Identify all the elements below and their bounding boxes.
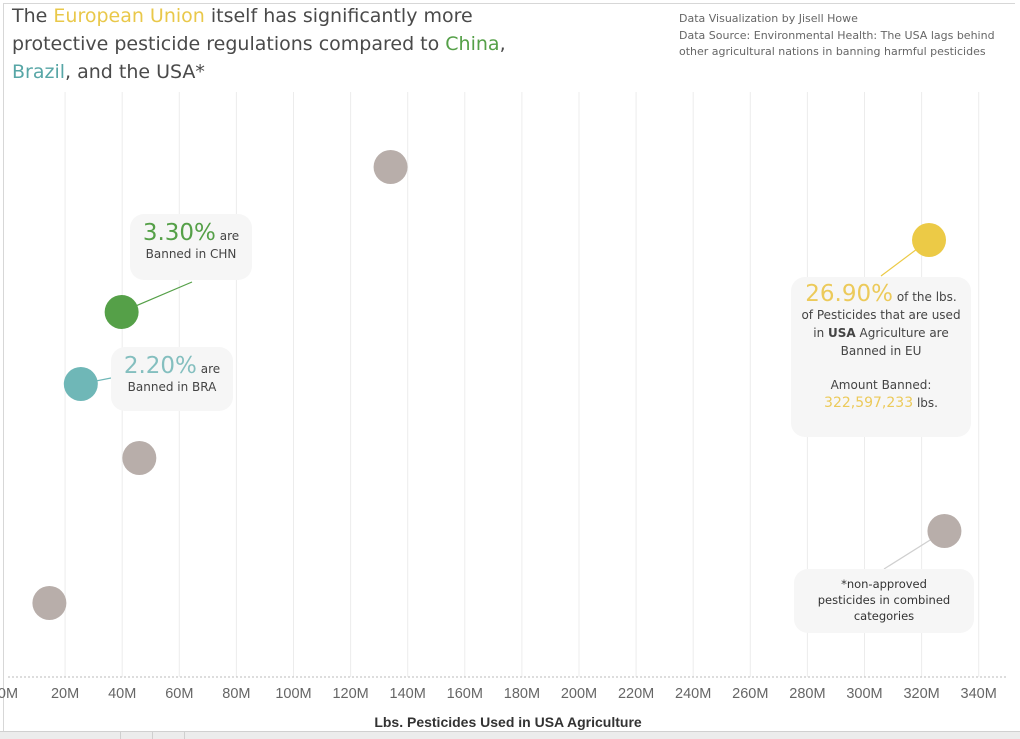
x-tick-label: 40M [108,686,136,702]
x-tick-label: 20M [51,686,79,702]
x-tick-label: 160M [447,686,483,702]
x-tick-label: 120M [332,686,368,702]
callout-brazil[interactable]: 2.20% are Banned in BRA [111,347,233,411]
sheet-tab[interactable] [152,732,185,739]
title-highlight-eu: European Union [53,5,205,27]
x-axis-ticks: 0M 20M 40M 60M 80M 100M 120M 140M 160M 180M 200M 22… [0,686,997,702]
x-tick-label: 240M [675,686,711,702]
china-percent: 3.30% [142,220,216,246]
eu-percent: 26.90% [805,281,893,307]
x-tick-label: 0M [0,686,18,702]
x-tick-label: 220M [618,686,654,702]
data-point[interactable] [927,514,962,548]
note-line3: categories [853,609,915,623]
x-tick-label: 60M [165,686,193,702]
china-sub: Banned in CHN [145,247,237,261]
x-tick-label: 340M [961,686,997,702]
credits-source-cont: other agricultural nations in banning ha… [679,45,986,58]
eu-line3: in USA Agriculture are [813,326,949,340]
data-point-chn[interactable] [104,295,139,329]
brazil-percent: 2.20% [123,353,197,379]
sheet-tab[interactable] [120,732,153,739]
note-line2: pesticides in combined [817,593,951,607]
data-point-bra[interactable] [63,367,98,401]
x-tick-label: 300M [846,686,882,702]
eu-suffix: of the lbs. [896,290,957,304]
callout-china[interactable]: 3.30% are Banned in CHN [130,214,252,280]
x-axis-title: Lbs. Pesticides Used in USA Agriculture [374,714,642,730]
chart-title: The European Union itself has significan… [12,5,506,83]
eu-amount: 322,597,233 [824,395,914,411]
x-tick-label: 320M [903,686,939,702]
brazil-sub: Banned in BRA [127,380,217,394]
brazil-suffix: are [200,362,221,376]
data-point[interactable] [32,586,67,620]
credits-author: Data Visualization by Jisell Howe [679,12,858,25]
callout-eu[interactable]: 26.90% of the lbs. of Pesticides that ar… [791,277,971,437]
callout-note[interactable]: *non-approved pesticides in combined cat… [794,569,974,633]
data-point[interactable] [122,441,157,475]
china-suffix: are [219,229,240,243]
credits: Data Visualization by Jisell Howe Data S… [679,11,1009,61]
x-tick-label: 200M [561,686,597,702]
x-tick-label: 80M [222,686,250,702]
x-tick-label: 180M [504,686,540,702]
eu-amount-label: Amount Banned: [830,378,932,392]
eu-line4: Banned in EU [840,344,922,358]
credits-source: Data Source: Environmental Health: The U… [679,28,995,42]
x-tick-label: 100M [275,686,311,702]
data-point-eu[interactable] [912,223,947,257]
sheet-tab[interactable] [88,732,121,739]
x-tick-label: 260M [732,686,768,702]
data-points [32,150,962,620]
title-highlight-china: China [445,33,500,55]
x-tick-label: 140M [390,686,426,702]
note-line1: *non-approved [841,577,927,591]
sheet-tab-bar [0,731,1020,739]
data-point[interactable] [373,150,408,184]
eu-amount-unit: lbs. [916,396,938,410]
eu-line2: of Pesticides that are used [801,308,961,322]
x-tick-label: 280M [789,686,825,702]
title-highlight-brazil: Brazil [12,61,66,83]
